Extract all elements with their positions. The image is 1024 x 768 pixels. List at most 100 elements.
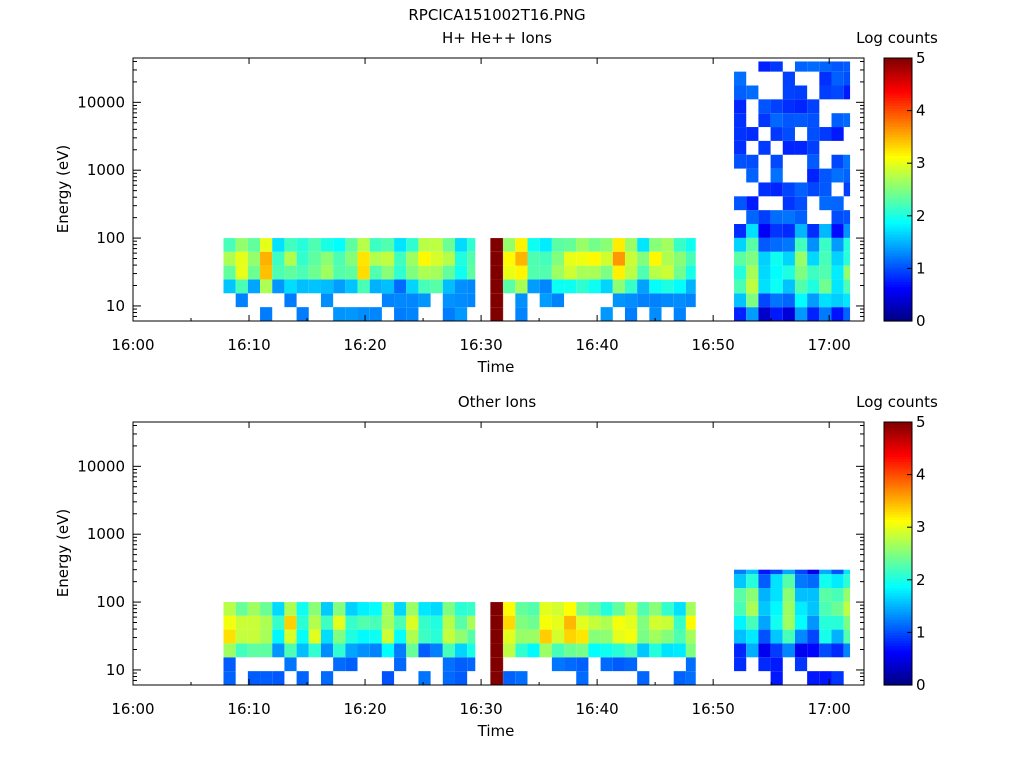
colorbar-swatch bbox=[884, 621, 912, 626]
heatmap-cell bbox=[831, 224, 844, 238]
heatmap-cell bbox=[734, 71, 747, 86]
heatmap-cell bbox=[490, 293, 503, 308]
heatmap-cell bbox=[807, 113, 820, 128]
heatmap-cell bbox=[600, 279, 613, 294]
colorbar-swatch bbox=[884, 619, 912, 623]
colorbar-swatch bbox=[884, 144, 912, 149]
colorbar-swatch bbox=[884, 445, 912, 449]
heatmap-cell bbox=[308, 643, 321, 658]
heatmap-cell bbox=[794, 182, 808, 197]
colorbar-swatch bbox=[884, 286, 912, 291]
heatmap-cell bbox=[843, 601, 851, 616]
heatmap-cell bbox=[782, 574, 795, 589]
heatmap-cell bbox=[819, 265, 832, 280]
heatmap-cell bbox=[357, 615, 370, 630]
colorbar-swatch bbox=[884, 650, 912, 655]
heatmap-cell bbox=[734, 643, 747, 658]
colorbar-swatch bbox=[884, 218, 912, 222]
heatmap-cell bbox=[661, 251, 674, 266]
heatmap-cell bbox=[430, 265, 443, 280]
heatmap-cell bbox=[819, 182, 832, 197]
heatmap-cell bbox=[284, 251, 297, 266]
colorbar-swatch bbox=[884, 440, 912, 444]
panel1-colorbar-tick-label: 0 bbox=[916, 312, 926, 330]
heatmap-cell bbox=[296, 265, 309, 280]
panel1-x-tick-label: 16:20 bbox=[343, 336, 386, 354]
heatmap-cell bbox=[320, 293, 334, 308]
heatmap-cell bbox=[782, 643, 795, 658]
colorbar-swatch bbox=[884, 569, 912, 573]
heatmap-cell bbox=[794, 140, 808, 155]
heatmap-cell bbox=[624, 602, 638, 616]
heatmap-cell bbox=[333, 265, 346, 280]
heatmap-cell bbox=[746, 154, 759, 169]
heatmap-cell bbox=[770, 569, 783, 575]
colorbar-swatch bbox=[884, 171, 912, 175]
heatmap-cell bbox=[539, 265, 552, 280]
colorbar-swatch bbox=[884, 105, 912, 109]
heatmap-cell bbox=[345, 238, 358, 252]
panel2-y-axis-label: Energy (eV) bbox=[54, 509, 72, 597]
colorbar-swatch bbox=[884, 176, 912, 180]
colorbar-swatch bbox=[884, 429, 912, 434]
heatmap-cell bbox=[406, 629, 419, 644]
colorbar-swatch bbox=[884, 458, 912, 463]
heatmap-cell bbox=[430, 251, 443, 266]
heatmap-cell bbox=[333, 307, 346, 321]
colorbar-swatch bbox=[884, 207, 912, 212]
heatmap-cell bbox=[369, 602, 382, 616]
heatmap-cell bbox=[467, 265, 476, 280]
heatmap-cell bbox=[770, 99, 783, 114]
heatmap-cell bbox=[272, 671, 285, 685]
heatmap-cell bbox=[588, 643, 601, 658]
heatmap-cell bbox=[418, 643, 431, 658]
heatmap-cell bbox=[770, 61, 783, 72]
heatmap-cell bbox=[843, 113, 851, 128]
heatmap-cell bbox=[333, 615, 346, 630]
heatmap-cell bbox=[564, 615, 577, 630]
colorbar-frame bbox=[883, 421, 913, 686]
heatmap-cell bbox=[843, 85, 851, 100]
colorbar-swatch bbox=[884, 635, 912, 639]
heatmap-cell bbox=[734, 113, 747, 128]
heatmap-cell bbox=[612, 643, 625, 658]
heatmap-cell bbox=[454, 657, 468, 672]
colorbar-swatch bbox=[884, 613, 912, 618]
heatmap-cell bbox=[296, 251, 309, 266]
heatmap-cell bbox=[770, 671, 783, 685]
colorbar-swatch bbox=[884, 178, 912, 183]
colorbar-swatch bbox=[884, 592, 912, 597]
heatmap-cell bbox=[807, 569, 820, 575]
figure-title: RPCICA151002T16.PNG bbox=[408, 6, 585, 24]
heatmap-cell bbox=[637, 602, 650, 616]
colorbar-swatch bbox=[884, 669, 912, 673]
heatmap-cell bbox=[782, 224, 795, 238]
heatmap-cell bbox=[746, 196, 759, 211]
heatmap-cell bbox=[794, 615, 808, 630]
colorbar-swatch bbox=[884, 315, 912, 319]
colorbar-swatch bbox=[884, 200, 912, 204]
heatmap-cell bbox=[284, 657, 297, 672]
heatmap-cell bbox=[381, 279, 395, 294]
heatmap-cell bbox=[831, 629, 844, 644]
heatmap-cell bbox=[381, 602, 395, 616]
heatmap-cell bbox=[333, 657, 346, 672]
heatmap-cell bbox=[369, 279, 382, 294]
heatmap-cell bbox=[734, 154, 747, 169]
heatmap-cell bbox=[296, 615, 309, 630]
panel-h-he-ions: H+ He++ Ions Log counts Time Energy (eV)… bbox=[54, 29, 938, 376]
colorbar-swatch bbox=[884, 671, 912, 676]
heatmap-cell bbox=[612, 265, 625, 280]
heatmap-cell bbox=[454, 238, 468, 252]
panel1-plot-frame bbox=[132, 57, 865, 322]
heatmap-cell bbox=[685, 602, 696, 616]
heatmap-cell bbox=[807, 61, 820, 72]
heatmap-cell bbox=[831, 307, 844, 321]
heatmap-cell bbox=[794, 196, 808, 211]
colorbar-swatch bbox=[884, 139, 912, 143]
heatmap-cell bbox=[831, 574, 844, 589]
colorbar-swatch bbox=[884, 221, 912, 225]
heatmap-cell bbox=[843, 251, 851, 266]
heatmap-cell bbox=[782, 293, 795, 308]
heatmap-cell bbox=[831, 279, 844, 294]
